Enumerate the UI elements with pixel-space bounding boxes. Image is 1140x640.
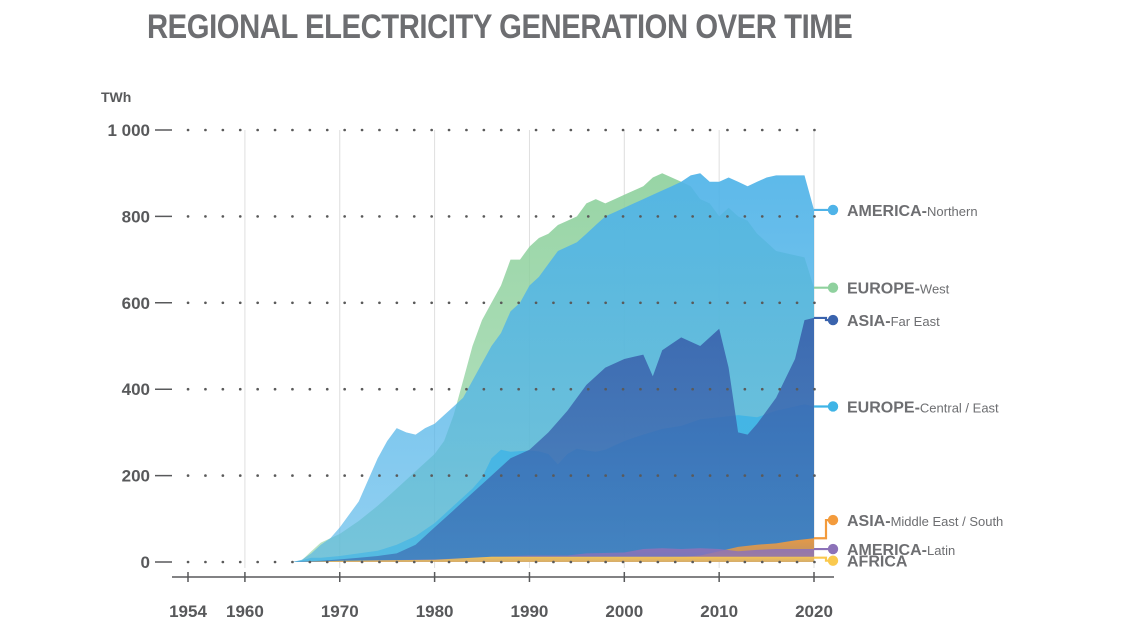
- legend-region: EUROPE-: [847, 399, 920, 416]
- x-tick-label: 1954: [169, 602, 207, 621]
- x-tick-label: 2010: [700, 602, 738, 621]
- y-axis-unit: TWh: [101, 89, 131, 105]
- legend-detail: Northern: [927, 204, 978, 219]
- legend: EUROPE-WestAMERICA-NorthernEUROPE-Centra…: [814, 203, 1003, 571]
- legend-dot: [827, 204, 839, 216]
- x-tick-label: 1960: [226, 602, 264, 621]
- legend-item-america-northern: AMERICA-Northern: [814, 203, 978, 220]
- legend-item-europe-central-east: EUROPE-Central / East: [814, 399, 999, 416]
- legend-label: ASIA-Middle East / South: [847, 513, 1003, 530]
- legend-label: AMERICA-Latin: [847, 542, 955, 559]
- legend-detail: Latin: [927, 543, 955, 558]
- x-tick-label: 2000: [605, 602, 643, 621]
- legend-region: AMERICA-: [847, 203, 927, 220]
- y-gridlines: [186, 128, 818, 564]
- y-tick-label: 0: [141, 553, 150, 572]
- legend-region: AFRICA: [847, 554, 908, 571]
- legend-label: AMERICA-Northern: [847, 203, 978, 220]
- legend-detail: Central / East: [920, 400, 999, 415]
- legend-dot: [827, 555, 839, 566]
- y-tick-label: 200: [122, 467, 150, 486]
- legend-region: ASIA-: [847, 313, 891, 330]
- legend-item-africa: AFRICA: [814, 554, 908, 571]
- legend-dot: [827, 282, 839, 293]
- legend-label: EUROPE-Central / East: [847, 399, 999, 416]
- legend-label: AFRICA: [847, 554, 908, 571]
- axes: 0 200 400 600 800 1 000 TWh 1954 1960 1970 1980 199…: [101, 89, 834, 621]
- legend-region: EUROPE-: [847, 281, 920, 298]
- legend-dot: [827, 514, 839, 526]
- legend-detail: Middle East / South: [891, 514, 1004, 529]
- area-africa: [188, 556, 814, 562]
- legend-detail: Far East: [891, 314, 941, 329]
- legend-item-europe-west: EUROPE-West: [814, 281, 950, 298]
- chart-title: REGIONAL ELECTRICITY GENERATION OVER TIM…: [147, 8, 853, 46]
- y-tick-label: 600: [122, 294, 150, 313]
- legend-dot: [827, 314, 839, 326]
- x-tick-label: 1980: [416, 602, 454, 621]
- legend-label: ASIA-Far East: [847, 313, 940, 330]
- legend-region: AMERICA-: [847, 542, 927, 559]
- legend-label: EUROPE-West: [847, 281, 950, 298]
- legend-detail: West: [920, 282, 950, 297]
- y-tick-label: 800: [122, 207, 150, 226]
- x-tick-label: 2020: [795, 602, 833, 621]
- legend-dot: [827, 543, 839, 555]
- legend-item-america-latin: AMERICA-Latin: [814, 542, 955, 559]
- y-tick-label: 1 000: [107, 121, 150, 140]
- legend-region: ASIA-: [847, 513, 891, 530]
- legend-dot: [827, 401, 839, 412]
- x-tick-label: 1990: [511, 602, 549, 621]
- legend-item-asia-far-east: ASIA-Far East: [814, 313, 940, 330]
- area-asia-far-east: [188, 317, 814, 562]
- legend-item-asia-middle-east-south: ASIA-Middle East / South: [814, 513, 1003, 540]
- area-series: [188, 173, 814, 562]
- y-tick-label: 400: [122, 380, 150, 399]
- x-tick-label: 1970: [321, 602, 359, 621]
